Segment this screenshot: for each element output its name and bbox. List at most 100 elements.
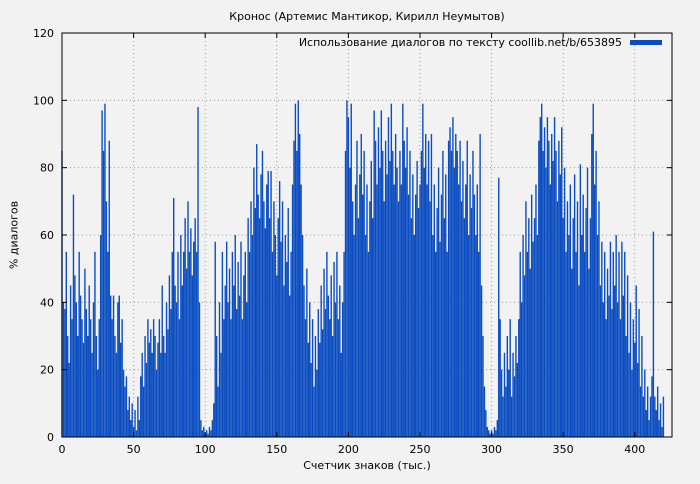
bar xyxy=(656,386,659,437)
bar xyxy=(379,167,381,437)
bar xyxy=(404,167,407,437)
bar xyxy=(425,134,427,437)
bar xyxy=(427,140,430,437)
bar xyxy=(376,184,378,437)
bar xyxy=(500,369,503,437)
x-tick-label: 300 xyxy=(481,443,502,456)
bar xyxy=(591,134,593,437)
bar xyxy=(102,150,105,438)
bar xyxy=(177,251,179,437)
bar xyxy=(559,174,562,437)
bar xyxy=(394,134,397,437)
bar xyxy=(393,184,395,437)
bar xyxy=(459,140,461,437)
bar xyxy=(389,160,391,437)
bar xyxy=(214,241,216,437)
legend-line-swatch xyxy=(630,40,662,45)
bar xyxy=(546,117,549,438)
bar xyxy=(466,140,468,437)
y-tick-label: 20 xyxy=(40,364,54,377)
bar xyxy=(589,218,592,437)
bar xyxy=(586,167,589,437)
bar xyxy=(144,336,146,437)
bar xyxy=(130,420,132,437)
bar xyxy=(124,386,126,437)
y-tick-label: 80 xyxy=(40,162,54,175)
bar xyxy=(246,302,248,437)
bar xyxy=(321,329,324,437)
y-tick-label: 120 xyxy=(33,27,54,40)
bar xyxy=(440,194,443,437)
bar xyxy=(311,319,314,437)
bar xyxy=(475,235,477,437)
bar xyxy=(84,268,86,437)
bar xyxy=(628,352,630,437)
bar xyxy=(426,184,428,437)
bar xyxy=(150,329,152,437)
bar xyxy=(502,396,504,437)
bar xyxy=(477,251,480,437)
bar xyxy=(486,426,488,437)
bar xyxy=(220,352,222,437)
bar xyxy=(655,410,657,437)
bar xyxy=(331,336,334,437)
bar xyxy=(492,433,494,437)
bar xyxy=(197,107,199,438)
bar xyxy=(585,208,587,437)
bar xyxy=(433,184,436,437)
bar xyxy=(571,268,573,437)
bar xyxy=(470,208,473,437)
bar xyxy=(568,235,570,437)
bar xyxy=(297,100,299,437)
bar xyxy=(248,251,251,437)
bar xyxy=(346,100,348,437)
x-tick-label: 200 xyxy=(338,443,359,456)
bar xyxy=(649,396,652,437)
bar xyxy=(258,218,261,437)
bar xyxy=(648,420,650,437)
bar xyxy=(485,410,487,437)
bar xyxy=(271,251,274,437)
bar xyxy=(211,420,214,437)
bar xyxy=(498,177,500,437)
bar xyxy=(532,241,534,437)
bar xyxy=(128,396,131,437)
bar xyxy=(614,285,616,437)
bar xyxy=(92,302,95,437)
bar xyxy=(520,302,523,437)
bar xyxy=(187,201,189,437)
y-axis-label: % диалогов xyxy=(7,200,21,270)
bar xyxy=(354,184,357,437)
bar xyxy=(575,251,577,437)
bar xyxy=(147,319,149,437)
bar xyxy=(473,194,476,437)
bar xyxy=(556,201,559,437)
bar xyxy=(479,134,481,437)
bar xyxy=(99,235,102,437)
bar xyxy=(77,336,79,437)
bar xyxy=(593,184,596,437)
bar xyxy=(223,319,225,437)
bar xyxy=(602,302,604,437)
bar xyxy=(161,285,163,437)
bar xyxy=(406,127,408,438)
bar xyxy=(522,235,524,437)
bar xyxy=(384,140,387,437)
bar xyxy=(114,336,116,437)
bar xyxy=(652,231,655,437)
bar xyxy=(453,167,456,437)
bar xyxy=(303,285,305,437)
bar xyxy=(326,251,328,437)
bar xyxy=(270,171,272,438)
bar xyxy=(386,174,388,437)
bar xyxy=(314,336,317,437)
bar xyxy=(250,201,252,437)
bar xyxy=(645,410,647,437)
bar xyxy=(115,352,118,437)
bar xyxy=(416,160,418,437)
bar xyxy=(432,235,434,437)
bar xyxy=(499,319,501,437)
bar xyxy=(108,140,110,437)
bar xyxy=(472,150,474,438)
